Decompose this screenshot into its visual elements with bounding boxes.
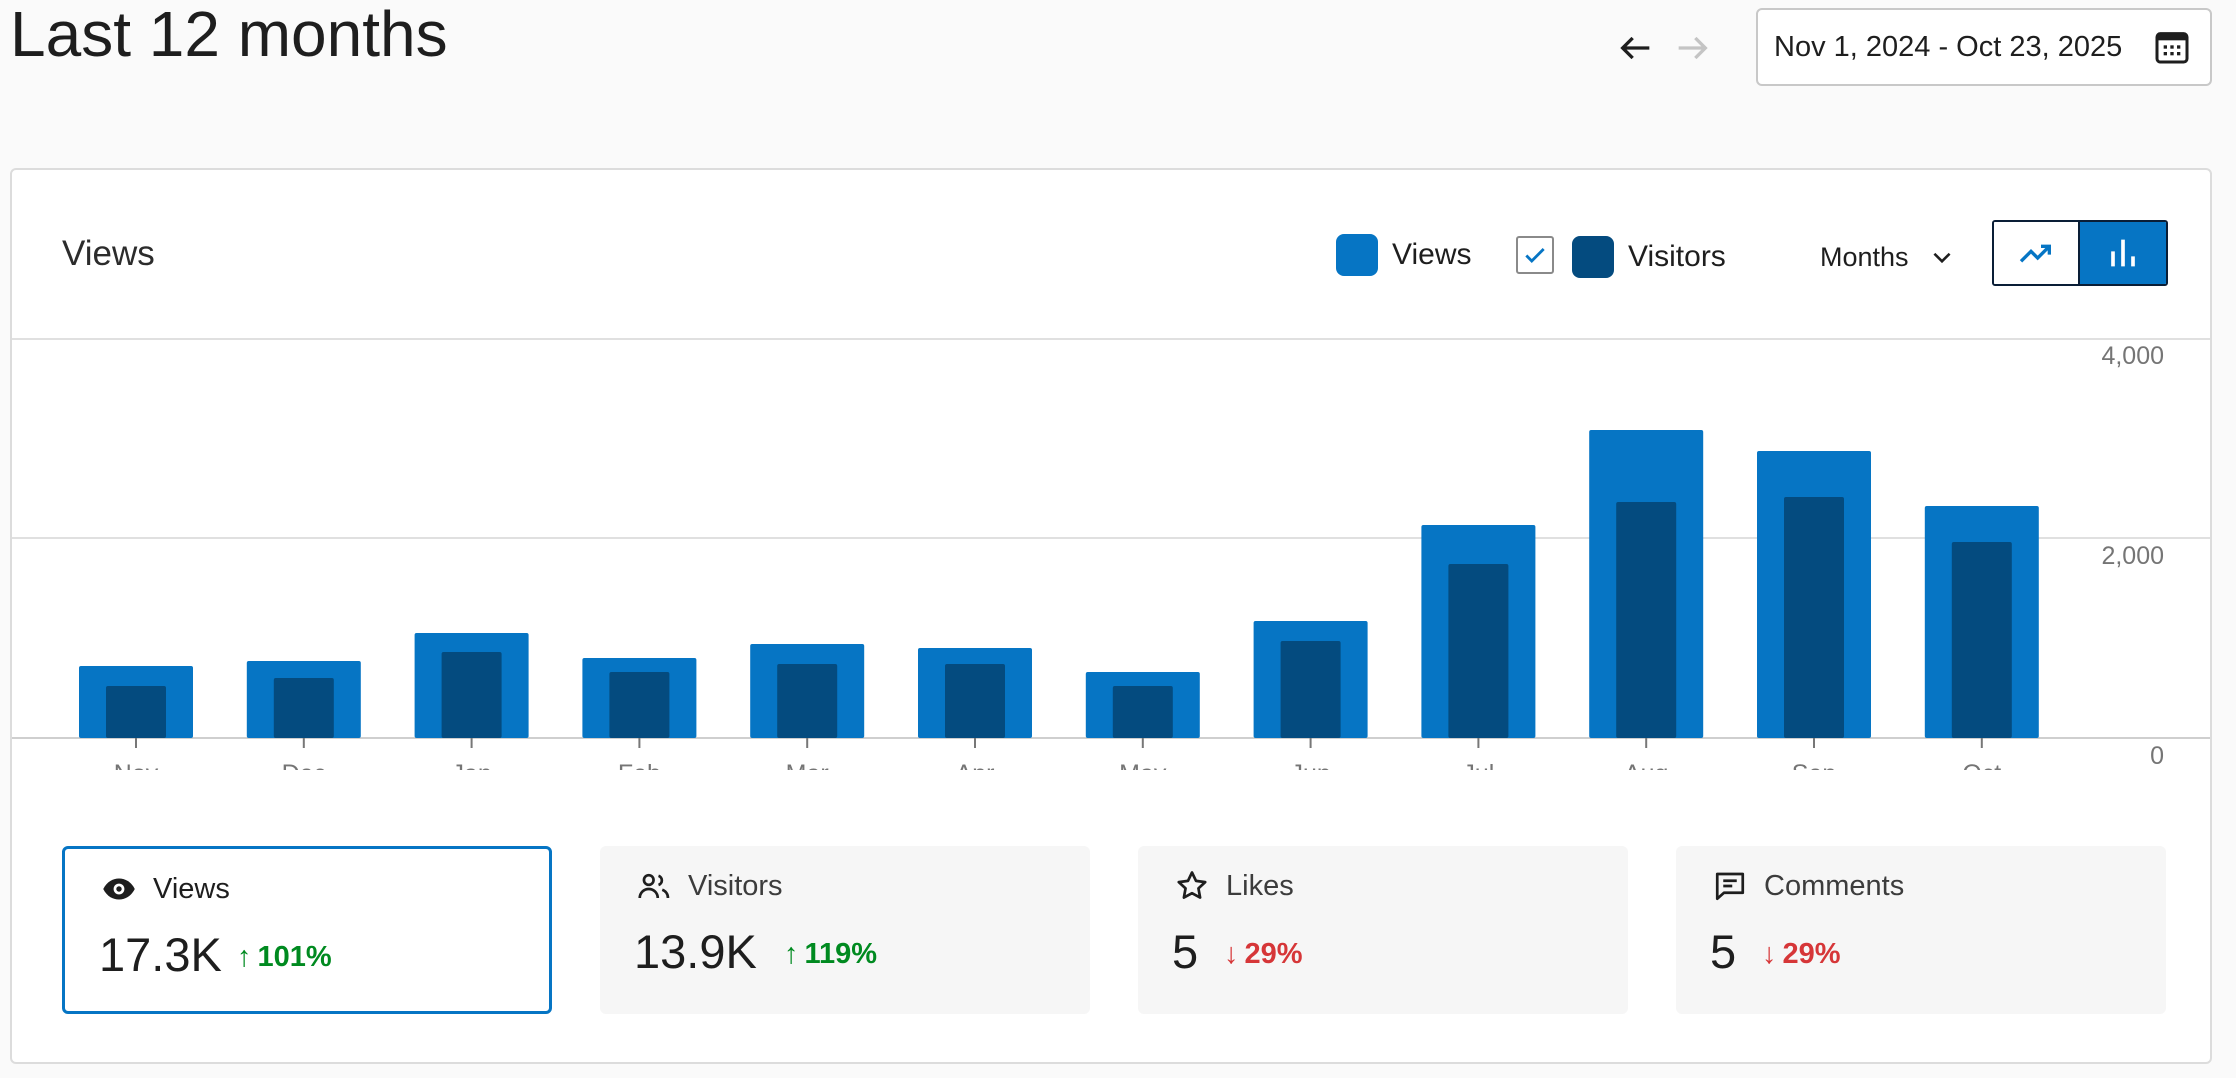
visitors-stat-value: 13.9K (634, 925, 757, 978)
visitors-legend-swatch (1572, 236, 1614, 278)
chart-top-divider (12, 338, 2210, 340)
visitors-stat-label: Visitors (688, 869, 783, 902)
views-legend-label: Views (1392, 238, 1472, 271)
visitors-bar (1951, 542, 2012, 738)
arrow-down-icon: ↓ (1762, 938, 1777, 970)
x-tick-label: Jul (1462, 760, 1494, 770)
next-period-button[interactable] (1664, 20, 1720, 76)
date-range-picker[interactable]: Nov 1, 2024 - Oct 23, 2025 (1756, 8, 2212, 86)
visitors-bar (106, 686, 166, 738)
chart-type-toggle (1992, 220, 2168, 286)
x-tick-label: Nov (114, 760, 159, 770)
visitors-bar (777, 664, 838, 738)
visitors-bar (945, 664, 1005, 738)
views-bar-chart: 0 2,000 4,000 Nov Dec Jan Feb Mar Apr May Jun Jul Au… (12, 342, 2210, 770)
period-dropdown[interactable]: Months (1820, 236, 1955, 278)
visitors-bar (1280, 641, 1341, 738)
visitors-stat-change: ↑ 119% (784, 938, 877, 971)
visitors-bar (1616, 502, 1677, 738)
x-tick-label: Dec (282, 760, 326, 770)
bar-chart-icon (2111, 239, 2135, 267)
period-dropdown-value: Months (1820, 241, 1909, 272)
views-chart-card: Views Views Visitors Months 0 2,000 4,000 N… (10, 168, 2212, 1064)
visitors-stat-change-value: 119% (804, 938, 878, 970)
date-range-text: Nov 1, 2024 - Oct 23, 2025 (1774, 30, 2123, 63)
visitors-bar (1112, 686, 1173, 738)
x-tick-label: May (1119, 760, 1167, 770)
arrow-down-icon: ↓ (1224, 938, 1239, 970)
views-stat-change-value: 101% (257, 941, 332, 973)
x-tick-label: Mar (786, 760, 829, 770)
arrow-left-icon (1620, 36, 1650, 60)
x-tick-label: Aug (1624, 760, 1668, 770)
views-stat-label: Views (153, 872, 230, 905)
x-tick-label: Jun (1290, 760, 1330, 770)
line-chart-button[interactable] (1994, 222, 2080, 284)
visitors-legend-label: Visitors (1628, 240, 1726, 273)
arrow-right-icon (1678, 36, 1708, 60)
visitors-bar (1784, 497, 1844, 738)
likes-stat-value: 5 (1172, 925, 1199, 978)
arrow-up-icon: ↑ (237, 941, 252, 973)
likes-stat-label: Likes (1226, 869, 1294, 902)
comments-stat-value: 5 (1710, 925, 1737, 978)
likes-stat-change-value: 29% (1244, 938, 1303, 970)
people-icon (638, 873, 670, 899)
likes-stat-change: ↓ 29% (1224, 938, 1303, 971)
x-tick-label: Apr (956, 760, 995, 770)
calendar-icon (2155, 32, 2189, 64)
comments-stat-change-value: 29% (1782, 938, 1841, 970)
x-tick-label: Oct (1962, 760, 2001, 770)
y-tick-label: 0 (2150, 742, 2164, 770)
previous-period-button[interactable] (1608, 20, 1664, 76)
visitors-bar (1448, 564, 1509, 738)
y-tick-label: 4,000 (2101, 342, 2164, 370)
comments-stat-change: ↓ 29% (1762, 938, 1841, 971)
page-title: Last 12 months (10, 0, 448, 70)
views-stat-change: ↑ 101% (237, 941, 332, 974)
x-tick-label: Jan (451, 760, 491, 770)
eye-icon (103, 878, 135, 900)
chart-card-title: Views (62, 234, 155, 273)
x-tick-label: Sep (1792, 760, 1836, 770)
trending-up-icon (2019, 244, 2051, 263)
visitors-checkbox[interactable] (1516, 236, 1554, 274)
y-tick-label: 2,000 (2101, 542, 2164, 570)
chevron-down-icon (1933, 252, 1951, 264)
visitors-bar (609, 672, 670, 738)
likes-stat-card[interactable]: Likes 5 ↓ 29% (1138, 846, 1628, 1014)
comments-stat-card[interactable]: Comments 5 ↓ 29% (1676, 846, 2166, 1014)
bar-chart-button[interactable] (2080, 222, 2166, 284)
check-icon (1525, 248, 1545, 263)
comments-stat-label: Comments (1764, 869, 1905, 902)
visitors-bar (273, 678, 334, 738)
visitors-bar (441, 652, 502, 738)
star-icon (1177, 871, 1207, 899)
comment-icon (1715, 872, 1745, 901)
x-tick-label: Feb (618, 760, 661, 770)
visitors-stat-card[interactable]: Visitors 13.9K ↑ 119% (600, 846, 1090, 1014)
views-stat-card[interactable]: Views 17.3K ↑ 101% (62, 846, 552, 1014)
views-stat-value: 17.3K (99, 928, 222, 981)
arrow-up-icon: ↑ (784, 938, 799, 970)
views-legend-swatch (1336, 234, 1378, 276)
